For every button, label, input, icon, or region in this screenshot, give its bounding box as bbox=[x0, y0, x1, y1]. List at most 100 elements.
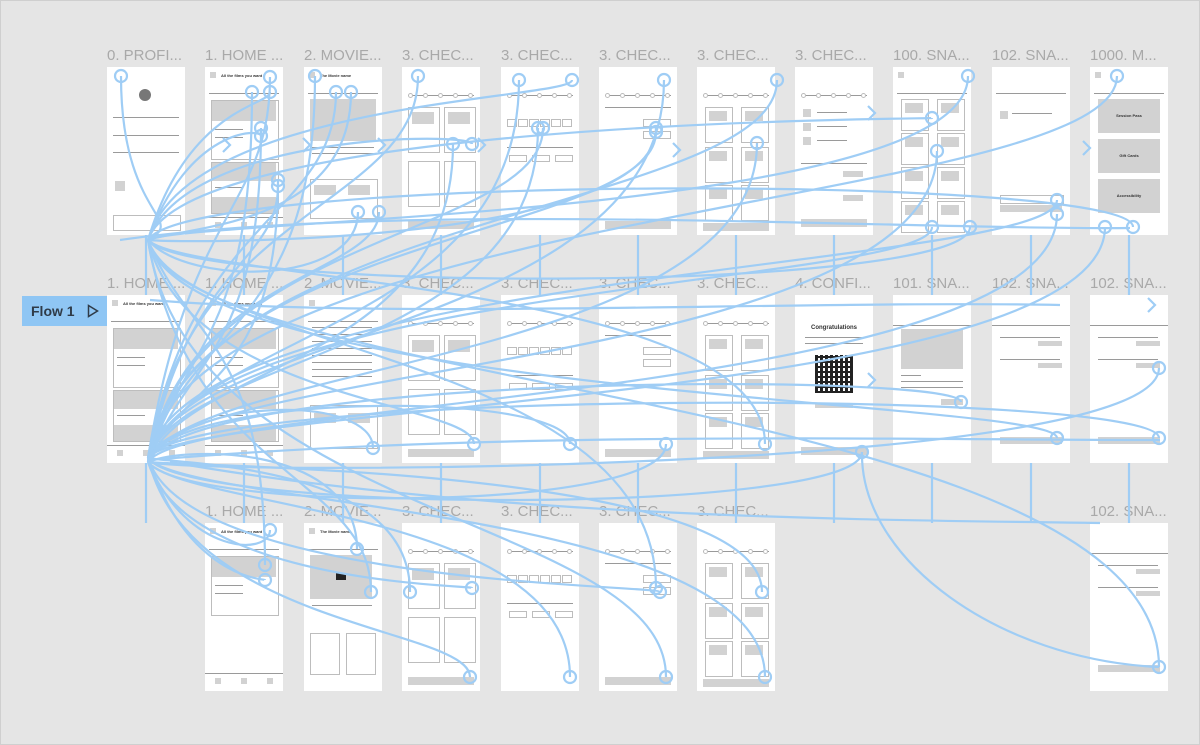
card bbox=[532, 155, 550, 162]
step-dot bbox=[733, 93, 738, 98]
text-line bbox=[1094, 93, 1164, 94]
card bbox=[540, 119, 550, 127]
text-line bbox=[312, 362, 372, 363]
frame-tickets[interactable] bbox=[402, 67, 480, 235]
text-line bbox=[308, 549, 378, 550]
flow-start-button[interactable]: Flow 1 bbox=[22, 296, 107, 326]
text-line bbox=[215, 137, 243, 138]
text-line bbox=[111, 321, 181, 322]
frame-label[interactable]: 3. CHEC... bbox=[697, 275, 769, 292]
frame-label[interactable]: 3. CHEC... bbox=[599, 47, 671, 64]
frame-label[interactable]: 3. CHEC... bbox=[599, 503, 671, 520]
card bbox=[551, 347, 561, 355]
frame-snackcart[interactable] bbox=[992, 67, 1070, 235]
frame-home[interactable]: All the films you want bbox=[205, 67, 283, 235]
frame-payment[interactable] bbox=[992, 295, 1070, 463]
frame-label[interactable]: 3. CHEC... bbox=[501, 275, 573, 292]
frame-label[interactable]: 3. CHEC... bbox=[697, 47, 769, 64]
frame-snackgrid[interactable] bbox=[893, 67, 971, 235]
frame-label[interactable]: 1. HOME ... bbox=[205, 275, 284, 292]
image-placeholder bbox=[745, 111, 763, 121]
frame-snacks[interactable] bbox=[697, 295, 775, 463]
frame-label[interactable]: 0. PROFI... bbox=[107, 47, 183, 64]
frame-label[interactable]: 3. CHEC... bbox=[795, 47, 867, 64]
frame-seats[interactable] bbox=[501, 67, 579, 235]
frame-label[interactable]: 3. CHEC... bbox=[599, 275, 671, 292]
frame-text: Session Pass bbox=[1116, 113, 1142, 118]
frame-label[interactable]: 2. MOVIE... bbox=[304, 503, 382, 520]
frame-label[interactable]: 1. HOME ... bbox=[205, 503, 284, 520]
frame-payment[interactable] bbox=[1090, 523, 1168, 691]
frame-label[interactable]: 101. SNA... bbox=[893, 275, 970, 292]
frame-homeshort[interactable]: All the films you want bbox=[205, 523, 283, 691]
frame-seats[interactable] bbox=[501, 295, 579, 463]
frame-label[interactable]: 2. MOVIE... bbox=[304, 275, 382, 292]
text-line bbox=[215, 585, 243, 586]
frame-seats[interactable] bbox=[501, 523, 579, 691]
image-placeholder bbox=[143, 450, 149, 456]
frame-label[interactable]: 102. SNA... bbox=[992, 275, 1069, 292]
frame-tickets[interactable] bbox=[402, 523, 480, 691]
frame-qty[interactable] bbox=[599, 523, 677, 691]
frame-payment[interactable] bbox=[1090, 295, 1168, 463]
image-placeholder bbox=[212, 101, 276, 121]
frame-tickets[interactable] bbox=[402, 295, 480, 463]
frame-label[interactable]: 1. HOME ... bbox=[107, 275, 186, 292]
card bbox=[509, 611, 527, 618]
text-line bbox=[209, 549, 279, 550]
image-placeholder bbox=[709, 111, 727, 121]
frame-label[interactable]: 100. SNA... bbox=[893, 47, 970, 64]
text-line bbox=[215, 129, 243, 130]
frame-snacks[interactable] bbox=[697, 523, 775, 691]
frame-movie2[interactable] bbox=[304, 295, 382, 463]
text-line bbox=[996, 93, 1066, 94]
frame-label[interactable]: 102. SNA... bbox=[1090, 275, 1167, 292]
text-line bbox=[801, 163, 867, 164]
step-dot bbox=[453, 321, 458, 326]
frame-snacks[interactable] bbox=[697, 67, 775, 235]
text-line bbox=[1098, 359, 1158, 360]
frame-label[interactable]: 3. CHEC... bbox=[501, 503, 573, 520]
frame-snackdetail[interactable] bbox=[893, 295, 971, 463]
image-placeholder bbox=[745, 607, 763, 617]
frame-label[interactable]: 3. CHEC... bbox=[501, 47, 573, 64]
frame-text: The Movie name bbox=[320, 529, 352, 534]
text-line bbox=[901, 387, 963, 388]
frame-confirm[interactable]: Congratulations bbox=[795, 295, 873, 463]
image-placeholder bbox=[114, 329, 178, 349]
frame-label[interactable]: 102. SNA... bbox=[992, 47, 1069, 64]
frame-label[interactable]: 3. CHEC... bbox=[402, 275, 474, 292]
frame-qty[interactable] bbox=[599, 295, 677, 463]
frame-label[interactable]: 3. CHEC... bbox=[697, 503, 769, 520]
step-dot bbox=[635, 549, 640, 554]
image-placeholder bbox=[709, 417, 727, 427]
frame-label[interactable]: 1000. M... bbox=[1090, 47, 1157, 64]
frame-home[interactable]: All the films you want bbox=[107, 295, 185, 463]
image-placeholder bbox=[448, 568, 470, 580]
step-dot bbox=[468, 321, 473, 326]
image-placeholder bbox=[745, 151, 763, 161]
frame-menu[interactable]: Session Pass Gift Cards Accessibility bbox=[1090, 67, 1168, 235]
image-placeholder bbox=[310, 99, 376, 141]
frame-label[interactable]: 2. MOVIE... bbox=[304, 47, 382, 64]
frame-cart[interactable] bbox=[795, 67, 873, 235]
frame-video[interactable]: The Movie name bbox=[304, 523, 382, 691]
frame-label[interactable]: 1. HOME ... bbox=[205, 47, 284, 64]
image-placeholder bbox=[1098, 437, 1160, 444]
frame-label[interactable]: 102. SNA... bbox=[1090, 503, 1167, 520]
step-dot bbox=[552, 321, 557, 326]
qr-code bbox=[815, 355, 853, 393]
frame-home[interactable]: All the films you want bbox=[205, 295, 283, 463]
frame-label[interactable]: 4. CONFI... bbox=[795, 275, 871, 292]
frame-profile[interactable] bbox=[107, 67, 185, 235]
image-placeholder bbox=[941, 399, 963, 405]
image-placeholder bbox=[210, 72, 216, 78]
step-dot bbox=[453, 549, 458, 554]
image-placeholder bbox=[745, 567, 763, 577]
frame-qty[interactable] bbox=[599, 67, 677, 235]
step-dot bbox=[650, 321, 655, 326]
frame-label[interactable]: 3. CHEC... bbox=[402, 47, 474, 64]
frame-movie[interactable]: The Movie name bbox=[304, 67, 382, 235]
frame-label[interactable]: 3. CHEC... bbox=[402, 503, 474, 520]
image-placeholder bbox=[1000, 437, 1062, 444]
